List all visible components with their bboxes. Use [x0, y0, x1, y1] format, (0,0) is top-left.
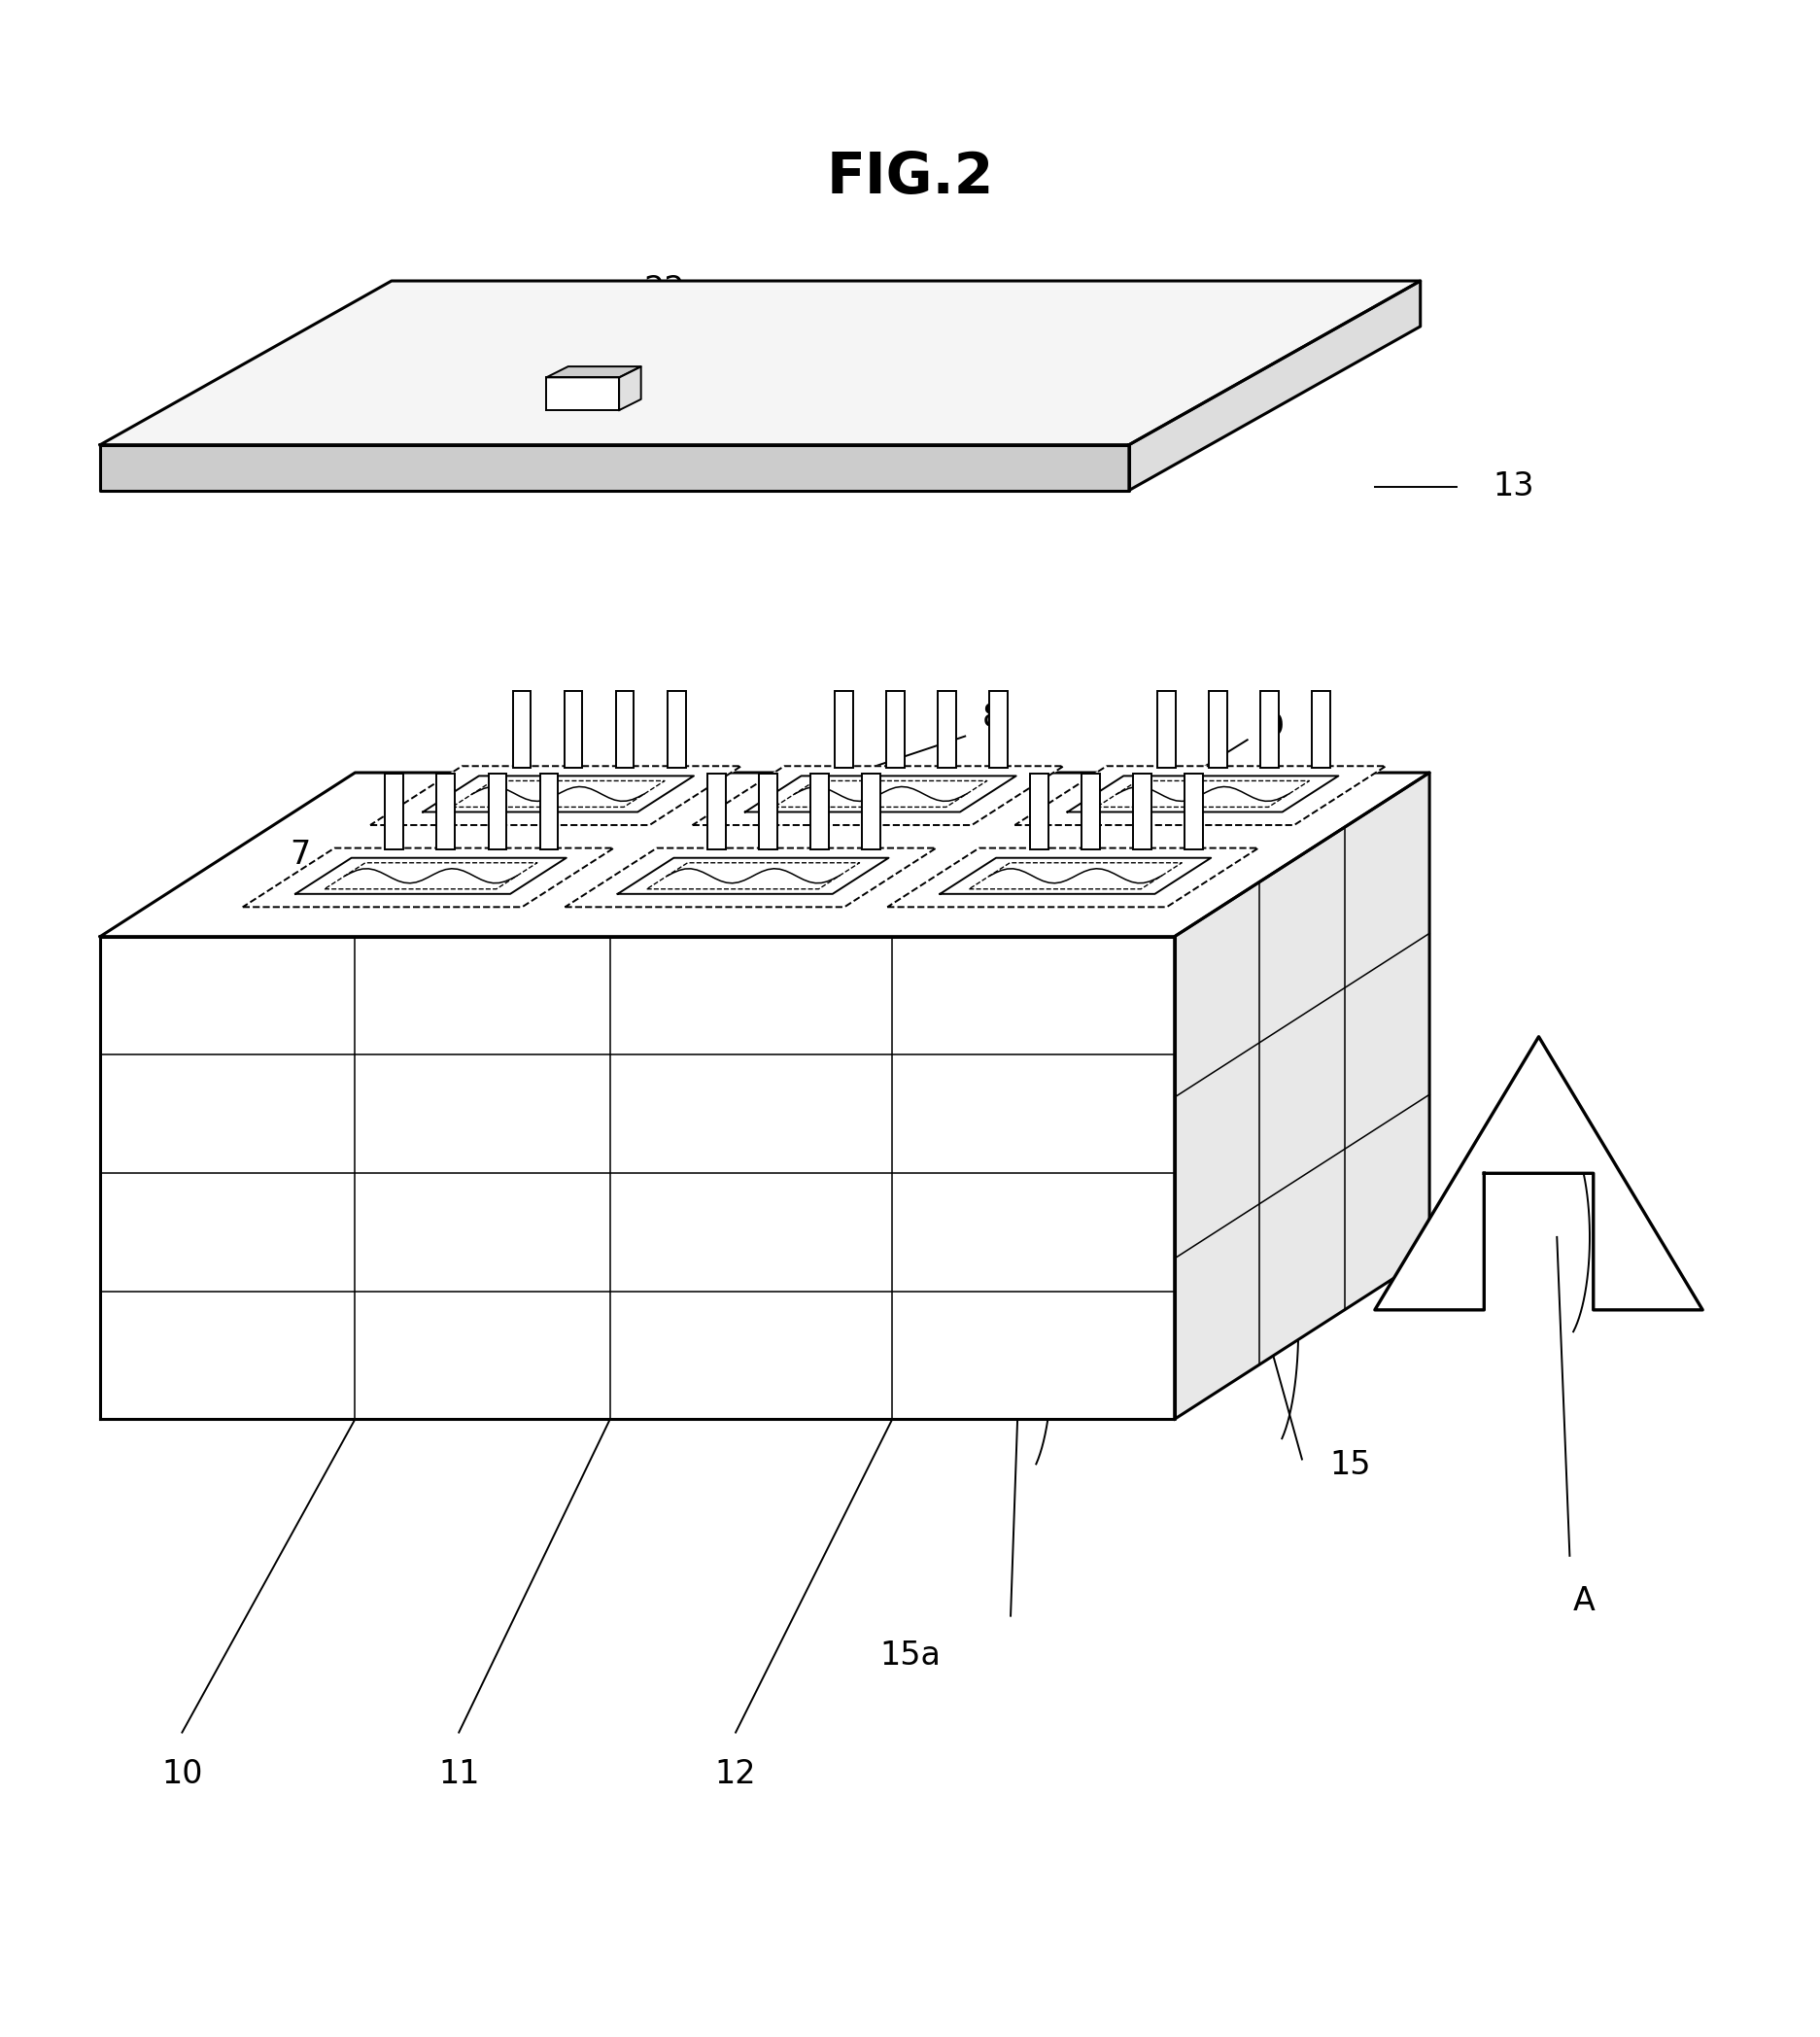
Text: 10: 10	[162, 1758, 202, 1791]
Bar	[861, 774, 879, 849]
Polygon shape	[1067, 776, 1338, 813]
Polygon shape	[886, 847, 1258, 906]
Bar	[1081, 774, 1099, 849]
Polygon shape	[242, 847, 613, 906]
Text: 13: 13	[1492, 471, 1534, 503]
Polygon shape	[100, 937, 1174, 1420]
Bar	[539, 774, 557, 849]
Text: FIG.2: FIG.2	[826, 149, 994, 206]
Bar	[1183, 774, 1201, 849]
Text: 11: 11	[439, 1758, 479, 1791]
Bar	[988, 691, 1006, 768]
Polygon shape	[422, 776, 693, 813]
Text: 22: 22	[644, 273, 684, 306]
Text: 9: 9	[1263, 711, 1285, 744]
Text: 15: 15	[1329, 1448, 1370, 1481]
Polygon shape	[546, 377, 619, 409]
Bar	[1158, 691, 1176, 768]
Text: 15a: 15a	[879, 1640, 941, 1672]
Bar	[1030, 774, 1048, 849]
Bar	[437, 774, 455, 849]
Bar	[615, 691, 633, 768]
Text: 7: 7	[289, 839, 311, 870]
Bar	[835, 691, 854, 768]
Bar	[488, 774, 506, 849]
Polygon shape	[939, 858, 1210, 894]
Bar	[1132, 774, 1150, 849]
Polygon shape	[546, 367, 641, 377]
Bar	[513, 691, 531, 768]
Polygon shape	[295, 858, 566, 894]
Bar	[708, 774, 726, 849]
Polygon shape	[100, 444, 1128, 491]
Bar	[1310, 691, 1329, 768]
Bar	[937, 691, 956, 768]
Polygon shape	[564, 847, 935, 906]
Polygon shape	[1128, 281, 1420, 491]
Polygon shape	[1174, 772, 1429, 1420]
Text: 12: 12	[715, 1758, 755, 1791]
Polygon shape	[617, 858, 888, 894]
Bar	[386, 774, 404, 849]
Bar	[759, 774, 777, 849]
Bar	[886, 691, 905, 768]
Polygon shape	[100, 281, 1420, 444]
Bar	[666, 691, 684, 768]
Polygon shape	[1014, 766, 1385, 825]
Bar	[1208, 691, 1227, 768]
Polygon shape	[692, 766, 1063, 825]
Text: A: A	[1572, 1585, 1594, 1617]
Bar	[1259, 691, 1278, 768]
Polygon shape	[1374, 1037, 1702, 1310]
Bar	[810, 774, 828, 849]
Polygon shape	[100, 772, 1429, 937]
Bar	[564, 691, 582, 768]
Text: 8: 8	[981, 703, 1003, 733]
Polygon shape	[619, 367, 641, 409]
Polygon shape	[369, 766, 741, 825]
Polygon shape	[744, 776, 1016, 813]
